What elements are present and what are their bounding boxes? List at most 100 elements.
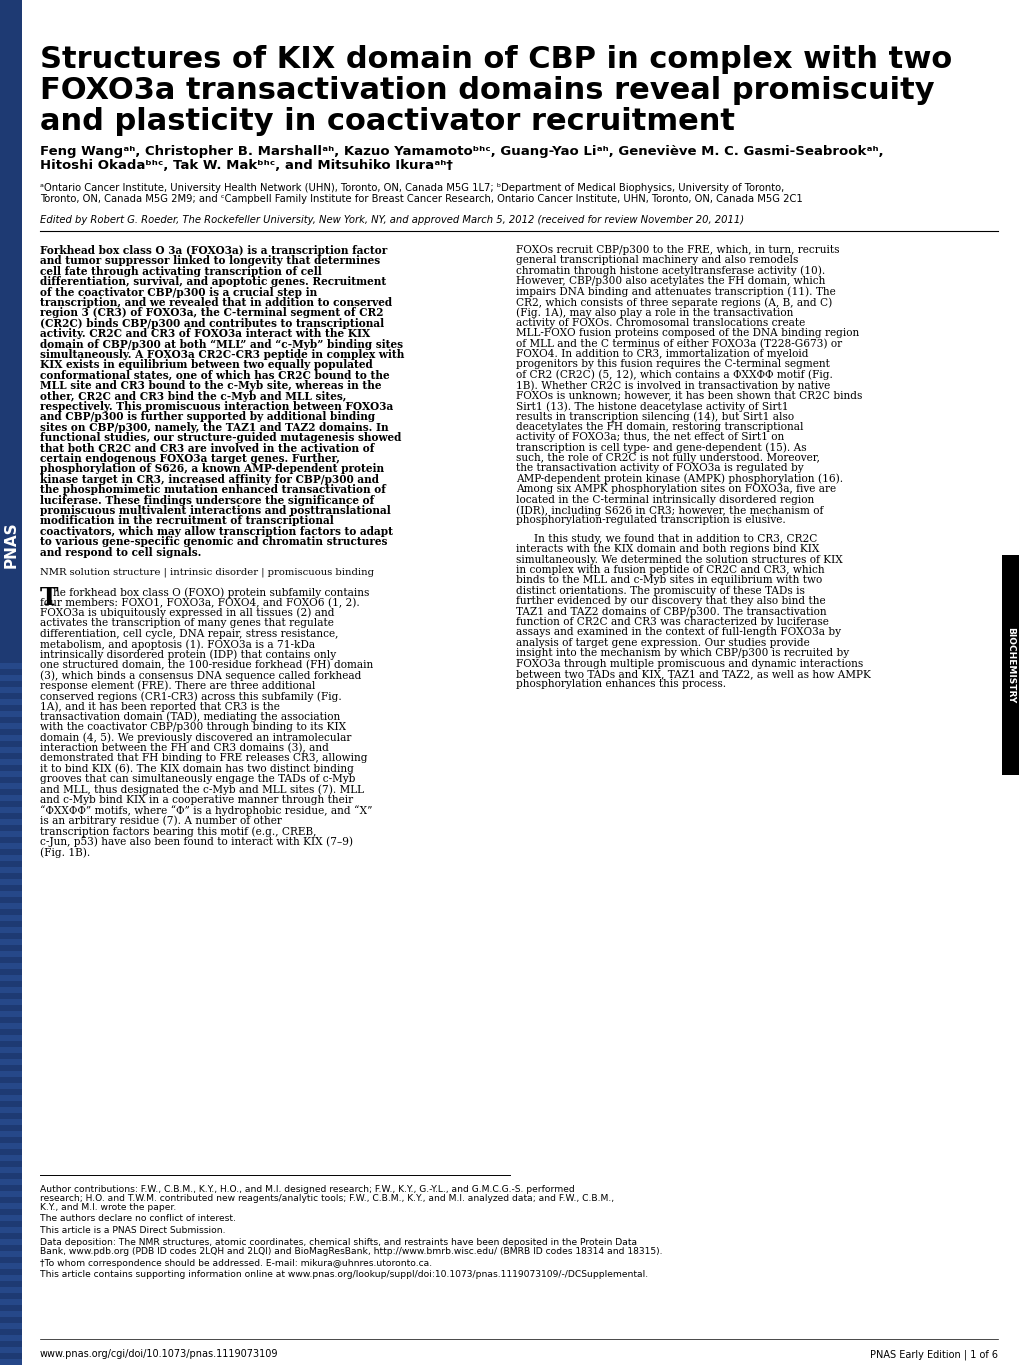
Bar: [0, 939, 22, 945]
Bar: [0, 711, 22, 717]
Bar: [0, 1215, 22, 1222]
Text: and CBP/p300 is further supported by additional binding: and CBP/p300 is further supported by add…: [40, 411, 375, 422]
Text: activity. CR2C and CR3 of FOXO3a interact with the KIX: activity. CR2C and CR3 of FOXO3a interac…: [40, 328, 370, 339]
Bar: [0, 1119, 22, 1125]
Text: Feng Wangᵃʰ, Christopher B. Marshallᵃʰ, Kazuo Yamamotoᵇʰᶜ, Guang-Yao Liᵃʰ, Genev: Feng Wangᵃʰ, Christopher B. Marshallᵃʰ, …: [40, 145, 882, 158]
Bar: [0, 1250, 22, 1257]
Text: assays and examined in the context of full-length FOXO3a by: assays and examined in the context of fu…: [516, 628, 841, 637]
Bar: [0, 794, 22, 801]
Text: four members: FOXO1, FOXO3a, FOXO4, and FOXO6 (1, 2).: four members: FOXO1, FOXO3a, FOXO4, and …: [40, 598, 360, 607]
Text: transcription is cell type- and gene-dependent (15). As: transcription is cell type- and gene-dep…: [516, 442, 806, 453]
Text: metabolism, and apoptosis (1). FOXO3a is a 71-kDa: metabolism, and apoptosis (1). FOXO3a is…: [40, 639, 315, 650]
Bar: [1001, 556, 1019, 775]
Bar: [0, 1263, 22, 1269]
Bar: [0, 771, 22, 777]
Text: certain endogenous FOXO3a target genes. Further,: certain endogenous FOXO3a target genes. …: [40, 453, 339, 464]
Text: conserved regions (CR1-CR3) across this subfamily (Fig.: conserved regions (CR1-CR3) across this …: [40, 691, 341, 702]
Bar: [0, 1192, 22, 1197]
Text: region 3 (CR3) of FOXO3a, the C-terminal segment of CR2: region 3 (CR3) of FOXO3a, the C-terminal…: [40, 307, 383, 318]
Bar: [0, 1179, 22, 1185]
Text: function of CR2C and CR3 was characterized by luciferase: function of CR2C and CR3 was characteriz…: [516, 617, 828, 627]
Text: such, the role of CR2C is not fully understood. Moreover,: such, the role of CR2C is not fully unde…: [516, 453, 819, 463]
Text: Author contributions: F.W., C.B.M., K.Y., H.O., and M.I. designed research; F.W.: Author contributions: F.W., C.B.M., K.Y.…: [40, 1185, 574, 1194]
Text: binds to the MLL and c-Myb sites in equilibrium with two: binds to the MLL and c-Myb sites in equi…: [516, 576, 821, 586]
Text: located in the C-terminal intrinsically disordered region: located in the C-terminal intrinsically …: [516, 494, 813, 505]
Text: chromatin through histone acetyltransferase activity (10).: chromatin through histone acetyltransfer…: [516, 266, 824, 276]
Text: PNAS Early Edition | 1 of 6: PNAS Early Edition | 1 of 6: [869, 1349, 997, 1360]
Text: FOXO3a through multiple promiscuous and dynamic interactions: FOXO3a through multiple promiscuous and …: [516, 658, 862, 669]
Text: FOXO3a transactivation domains reveal promiscuity: FOXO3a transactivation domains reveal pr…: [40, 76, 933, 105]
Text: demonstrated that FH binding to FRE releases CR3, allowing: demonstrated that FH binding to FRE rele…: [40, 753, 367, 763]
Bar: [0, 1299, 22, 1305]
Text: insight into the mechanism by which CBP/p300 is recruited by: insight into the mechanism by which CBP/…: [516, 648, 848, 658]
Text: in complex with a fusion peptide of CR2C and CR3, which: in complex with a fusion peptide of CR2C…: [516, 565, 823, 575]
Text: response element (FRE). There are three additional: response element (FRE). There are three …: [40, 681, 315, 691]
Text: grooves that can simultaneously engage the TADs of c-Myb: grooves that can simultaneously engage t…: [40, 774, 355, 785]
Text: one structured domain, the 100-residue forkhead (FH) domain: one structured domain, the 100-residue f…: [40, 659, 373, 670]
Bar: [0, 1335, 22, 1340]
Bar: [0, 844, 22, 849]
Bar: [0, 1239, 22, 1245]
Text: This article is a PNAS Direct Submission.: This article is a PNAS Direct Submission…: [40, 1226, 225, 1235]
Text: ᵃOntario Cancer Institute, University Health Network (UHN), Toronto, ON, Canada : ᵃOntario Cancer Institute, University He…: [40, 183, 784, 192]
Bar: [0, 1227, 22, 1233]
Bar: [0, 927, 22, 934]
Text: Hitoshi Okadaᵇʰᶜ, Tak W. Makᵇʰᶜ, and Mitsuhiko Ikuraᵃʰ†: Hitoshi Okadaᵇʰᶜ, Tak W. Makᵇʰᶜ, and Mit…: [40, 158, 452, 172]
Text: luciferase. These findings underscore the significance of: luciferase. These findings underscore th…: [40, 494, 374, 505]
Bar: [0, 987, 22, 992]
Text: KIX exists in equilibrium between two equally populated: KIX exists in equilibrium between two eq…: [40, 359, 372, 370]
Text: it to bind KIX (6). The KIX domain has two distinct binding: it to bind KIX (6). The KIX domain has t…: [40, 764, 354, 774]
Bar: [0, 831, 22, 837]
Text: TAZ1 and TAZ2 domains of CBP/p300. The transactivation: TAZ1 and TAZ2 domains of CBP/p300. The t…: [516, 606, 825, 617]
Text: promiscuous multivalent interactions and posttranslational: promiscuous multivalent interactions and…: [40, 505, 390, 516]
Bar: [0, 1360, 22, 1365]
Text: with the coactivator CBP/p300 through binding to its KIX: with the coactivator CBP/p300 through bi…: [40, 722, 345, 732]
Text: activity of FOXO3a; thus, the net effect of Sirt1 on: activity of FOXO3a; thus, the net effect…: [516, 433, 784, 442]
Text: modification in the recruitment of transcriptional: modification in the recruitment of trans…: [40, 516, 333, 527]
Text: simultaneously. We determined the solution structures of KIX: simultaneously. We determined the soluti…: [516, 554, 842, 565]
Text: (Fig. 1B).: (Fig. 1B).: [40, 848, 90, 857]
Text: to various gene-specific genomic and chromatin structures: to various gene-specific genomic and chr…: [40, 536, 387, 547]
Text: conformational states, one of which has CR2C bound to the: conformational states, one of which has …: [40, 370, 389, 381]
Text: the transactivation activity of FOXO3a is regulated by: the transactivation activity of FOXO3a i…: [516, 463, 803, 474]
Text: distinct orientations. The promiscuity of these TADs is: distinct orientations. The promiscuity o…: [516, 586, 804, 595]
Bar: [0, 1167, 22, 1173]
Bar: [0, 962, 22, 969]
Text: analysis of target gene expression. Our studies provide: analysis of target gene expression. Our …: [516, 637, 809, 648]
Bar: [0, 1035, 22, 1041]
Text: the phosphomimetic mutation enhanced transactivation of: the phosphomimetic mutation enhanced tra…: [40, 485, 385, 495]
Text: AMP-dependent protein kinase (AMPK) phosphorylation (16).: AMP-dependent protein kinase (AMPK) phos…: [516, 474, 843, 485]
Bar: [0, 1059, 22, 1065]
Text: 1A), and it has been reported that CR3 is the: 1A), and it has been reported that CR3 i…: [40, 702, 279, 713]
Text: between two TADs and KIX, TAZ1 and TAZ2, as well as how AMPK: between two TADs and KIX, TAZ1 and TAZ2,…: [516, 669, 870, 678]
Text: he forkhead box class O (FOXO) protein subfamily contains: he forkhead box class O (FOXO) protein s…: [53, 587, 369, 598]
Text: Bank, www.pdb.org (PDB ID codes 2LQH and 2LQI) and BioMagResBank, http://www.bmr: Bank, www.pdb.org (PDB ID codes 2LQH and…: [40, 1246, 662, 1256]
Bar: [0, 1143, 22, 1149]
Text: (CR2C) binds CBP/p300 and contributes to transcriptional: (CR2C) binds CBP/p300 and contributes to…: [40, 318, 384, 329]
Text: sites on CBP/p300, namely, the TAZ1 and TAZ2 domains. In: sites on CBP/p300, namely, the TAZ1 and …: [40, 422, 388, 433]
Text: K.Y., and M.I. wrote the paper.: K.Y., and M.I. wrote the paper.: [40, 1203, 176, 1212]
Bar: [0, 1107, 22, 1112]
Text: FOXO4. In addition to CR3, immortalization of myeloid: FOXO4. In addition to CR3, immortalizati…: [516, 349, 808, 359]
Text: and MLL, thus designated the c-Myb and MLL sites (7). MLL: and MLL, thus designated the c-Myb and M…: [40, 785, 364, 796]
Text: Edited by Robert G. Roeder, The Rockefeller University, New York, NY, and approv: Edited by Robert G. Roeder, The Rockefel…: [40, 216, 744, 225]
Text: phosphorylation-regulated transcription is elusive.: phosphorylation-regulated transcription …: [516, 516, 785, 526]
Bar: [0, 819, 22, 824]
Text: interacts with the KIX domain and both regions bind KIX: interacts with the KIX domain and both r…: [516, 545, 818, 554]
Text: differentiation, cell cycle, DNA repair, stress resistance,: differentiation, cell cycle, DNA repair,…: [40, 629, 338, 639]
Bar: [0, 904, 22, 909]
Bar: [0, 1155, 22, 1162]
Text: CR2, which consists of three separate regions (A, B, and C): CR2, which consists of three separate re…: [516, 298, 832, 307]
Bar: [0, 784, 22, 789]
Bar: [0, 687, 22, 693]
Text: Downloaded by guest on October 7, 2021: Downloaded by guest on October 7, 2021: [1, 1006, 10, 1164]
Text: Toronto, ON, Canada M5G 2M9; and ᶜCampbell Family Institute for Breast Cancer Re: Toronto, ON, Canada M5G 2M9; and ᶜCampbe…: [40, 194, 802, 203]
Bar: [0, 915, 22, 921]
Bar: [0, 676, 22, 681]
Bar: [0, 759, 22, 764]
Text: domain of CBP/p300 at both “MLL” and “c-Myb” binding sites: domain of CBP/p300 at both “MLL” and “c-…: [40, 339, 403, 349]
Text: phosphorylation of S626, a known AMP-dependent protein: phosphorylation of S626, a known AMP-dep…: [40, 463, 384, 475]
Bar: [0, 1011, 22, 1017]
Bar: [0, 1022, 22, 1029]
Text: In this study, we found that in addition to CR3, CR2C: In this study, we found that in addition…: [534, 534, 816, 543]
